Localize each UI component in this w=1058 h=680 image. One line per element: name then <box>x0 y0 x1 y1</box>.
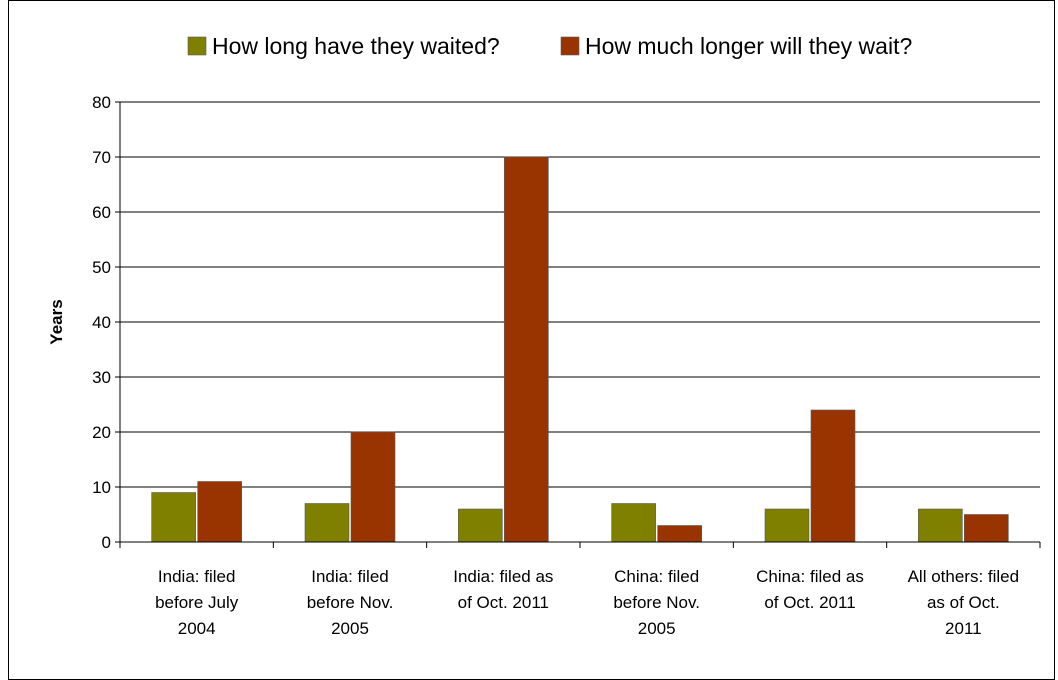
bar-wait-longer <box>197 481 242 543</box>
bar-waited <box>611 503 656 543</box>
y-tick-label: 70 <box>92 148 111 167</box>
x-tick-label: All others: filed <box>908 567 1020 586</box>
x-tick-label: China: filed <box>614 567 699 586</box>
bar-waited <box>458 508 503 543</box>
y-tick-label: 30 <box>92 368 111 387</box>
legend-swatch <box>560 36 580 56</box>
y-tick-label: 80 <box>92 93 111 112</box>
bar-wait-longer <box>964 514 1009 543</box>
x-tick-label: of Oct. 2011 <box>458 593 549 612</box>
x-tick-label: China: filed as <box>756 567 864 586</box>
y-axis-title: Years <box>47 299 66 344</box>
bar-waited <box>918 508 963 543</box>
x-tick-label: before Nov. <box>307 593 394 612</box>
legend-label: How long have they waited? <box>212 33 500 59</box>
bar-wait-longer <box>810 409 856 543</box>
x-tick-label: India: filed as <box>453 567 553 586</box>
x-tick-label: 2005 <box>638 619 676 638</box>
bar-waited <box>151 492 196 543</box>
legend-swatch <box>187 36 207 56</box>
bar-wait-longer <box>350 431 396 543</box>
y-tick-label: 20 <box>92 423 111 442</box>
bar-wait-longer <box>657 525 702 543</box>
x-tick-label: 2004 <box>178 619 216 638</box>
y-tick-label: 0 <box>102 533 111 552</box>
y-tick-label: 50 <box>92 258 111 277</box>
x-tick-label: before July <box>155 593 239 612</box>
bar-waited <box>304 503 350 543</box>
x-tick-label: before Nov. <box>613 593 700 612</box>
bar-wait-longer <box>504 156 549 543</box>
y-tick-label: 10 <box>92 478 111 497</box>
x-tick-label: India: filed <box>311 567 389 586</box>
bar-waited <box>764 508 810 543</box>
y-tick-label: 40 <box>92 313 111 332</box>
y-tick-label: 60 <box>92 203 111 222</box>
x-tick-label: 2005 <box>331 619 369 638</box>
x-tick-label: of Oct. 2011 <box>764 593 855 612</box>
x-tick-label: as of Oct. <box>927 593 1000 612</box>
legend-label: How much longer will they wait? <box>585 33 912 59</box>
x-tick-label: India: filed <box>158 567 236 586</box>
x-tick-label: 2011 <box>945 619 982 638</box>
